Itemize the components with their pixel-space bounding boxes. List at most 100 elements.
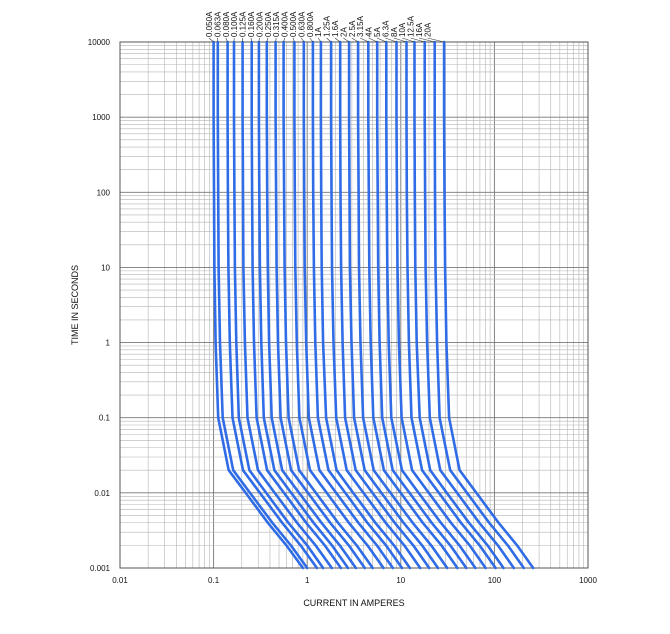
rating-label-1-25A: 1.25A bbox=[323, 15, 332, 37]
x-tick-labels: 0.01 0.1 1 10 100 1000 bbox=[112, 576, 597, 585]
curve-0-400A bbox=[282, 40, 374, 570]
curve-0-500A bbox=[293, 40, 385, 570]
y-tick-label: 1000 bbox=[92, 113, 110, 122]
y-tick-label: 0.001 bbox=[90, 564, 111, 573]
rating-leader-line bbox=[334, 37, 341, 43]
rating-label-2A: 2A bbox=[339, 27, 348, 37]
rating-leader-line bbox=[208, 37, 214, 43]
curve-3-15A bbox=[367, 40, 459, 570]
curve-0-200A bbox=[257, 40, 350, 570]
curve-0-100A bbox=[232, 40, 325, 570]
rating-label-6-3A: 6.3A bbox=[381, 20, 390, 37]
rating-label-8A: 8A bbox=[390, 27, 399, 37]
curve-1-6A bbox=[338, 40, 431, 570]
rating-label-0-315A: 0.315A bbox=[272, 11, 281, 37]
rating-leader-line bbox=[326, 37, 332, 43]
y-tick-label: 1 bbox=[106, 339, 111, 348]
rating-label-12-5A: 12.5A bbox=[407, 15, 416, 37]
curve-2-5A bbox=[356, 40, 449, 570]
x-tick-label: 100 bbox=[488, 576, 502, 585]
rating-leader-line bbox=[317, 37, 322, 43]
fuse-rating-labels: 0.050A 0.063A 0.080A 0.100A 0.125A 0.160A 0.20… bbox=[205, 11, 445, 43]
curve-6-3A bbox=[395, 40, 487, 570]
curve-0-630A bbox=[302, 40, 395, 570]
plot-frame bbox=[119, 41, 589, 569]
rating-label-0-160A: 0.160A bbox=[247, 11, 256, 37]
curve-0-125A bbox=[241, 40, 334, 570]
y-tick-label: 10000 bbox=[88, 38, 111, 47]
rating-label-5A: 5A bbox=[373, 27, 382, 37]
rating-label-0-100A: 0.100A bbox=[230, 11, 239, 37]
rating-leader-line bbox=[351, 37, 359, 43]
y-axis-title: TIME IN SECONDS bbox=[70, 265, 80, 345]
fuse-curves bbox=[212, 40, 535, 570]
curve-0-315A bbox=[274, 40, 367, 570]
curve-1-25A bbox=[329, 40, 422, 570]
x-tick-label: 0.01 bbox=[112, 576, 128, 585]
rating-leader-line bbox=[283, 37, 285, 43]
x-tick-label: 1000 bbox=[579, 576, 597, 585]
y-tick-label: 0.01 bbox=[94, 489, 110, 498]
rating-label-3-15A: 3.15A bbox=[356, 15, 365, 37]
rating-label-1A: 1A bbox=[314, 27, 323, 37]
y-tick-label: 10 bbox=[101, 263, 110, 272]
curve-0-080A bbox=[226, 40, 319, 570]
rating-label-0-125A: 0.125A bbox=[239, 11, 248, 37]
curve-10A bbox=[413, 40, 505, 570]
rating-label-0-630A: 0.630A bbox=[297, 11, 306, 37]
rating-label-16A: 16A bbox=[415, 22, 424, 37]
rating-leader-line bbox=[402, 37, 415, 43]
curve-0-250A bbox=[265, 40, 358, 570]
curve-1A bbox=[319, 40, 412, 570]
curve-0-160A bbox=[250, 40, 343, 570]
y-tick-label: 0.1 bbox=[99, 414, 111, 423]
rating-leader-line bbox=[225, 37, 228, 43]
curve-12-5A bbox=[423, 40, 516, 570]
rating-leader-line bbox=[427, 37, 445, 43]
curve-0-050A bbox=[212, 40, 305, 570]
x-tick-label: 10 bbox=[396, 576, 405, 585]
rating-label-0-400A: 0.400A bbox=[281, 11, 290, 37]
curve-16A bbox=[433, 40, 526, 570]
grid-lines bbox=[119, 42, 588, 569]
rating-label-1-6A: 1.6A bbox=[331, 20, 340, 37]
curve-4A bbox=[375, 40, 468, 570]
rating-leader-line bbox=[418, 37, 435, 43]
rating-leader-line bbox=[309, 37, 314, 43]
x-tick-label: 1 bbox=[305, 576, 310, 585]
rating-label-0-500A: 0.500A bbox=[289, 11, 298, 37]
rating-label-0-080A: 0.080A bbox=[222, 11, 231, 37]
rating-leader-line bbox=[368, 37, 378, 43]
rating-leader-line bbox=[410, 37, 425, 43]
curve-20A bbox=[442, 40, 535, 570]
curve-0-800A bbox=[311, 40, 404, 570]
rating-leader-line bbox=[292, 37, 295, 43]
curve-2A bbox=[347, 40, 440, 570]
rating-label-0-800A: 0.800A bbox=[306, 11, 315, 37]
rating-label-20A: 20A bbox=[423, 22, 432, 37]
rating-leader-line bbox=[266, 37, 269, 43]
x-axis-title: CURRENT IN AMPERES bbox=[303, 598, 404, 608]
rating-leader-line bbox=[343, 37, 350, 43]
curve-8A bbox=[405, 40, 497, 570]
rating-leader-line bbox=[393, 37, 407, 43]
curve-5A bbox=[385, 40, 477, 570]
rating-leader-line bbox=[376, 37, 387, 43]
rating-label-10A: 10A bbox=[398, 22, 407, 37]
rating-leader-line bbox=[301, 37, 305, 43]
rating-leader-line bbox=[275, 37, 277, 43]
rating-label-0-200A: 0.200A bbox=[255, 11, 264, 37]
rating-leader-line bbox=[250, 37, 252, 43]
rating-label-0-250A: 0.250A bbox=[264, 11, 273, 37]
y-tick-label: 100 bbox=[97, 188, 111, 197]
x-tick-label: 0.1 bbox=[208, 576, 220, 585]
rating-label-4A: 4A bbox=[365, 27, 374, 37]
rating-label-2-5A: 2.5A bbox=[348, 20, 357, 37]
rating-label-0-063A: 0.063A bbox=[213, 11, 222, 37]
rating-leader-line bbox=[360, 37, 369, 43]
rating-label-0-050A: 0.050A bbox=[205, 11, 214, 37]
curve-0-063A bbox=[216, 40, 309, 570]
rating-leader-line bbox=[385, 37, 397, 43]
y-tick-labels: 0.001 0.01 0.1 1 10 100 1000 10000 bbox=[88, 38, 111, 573]
